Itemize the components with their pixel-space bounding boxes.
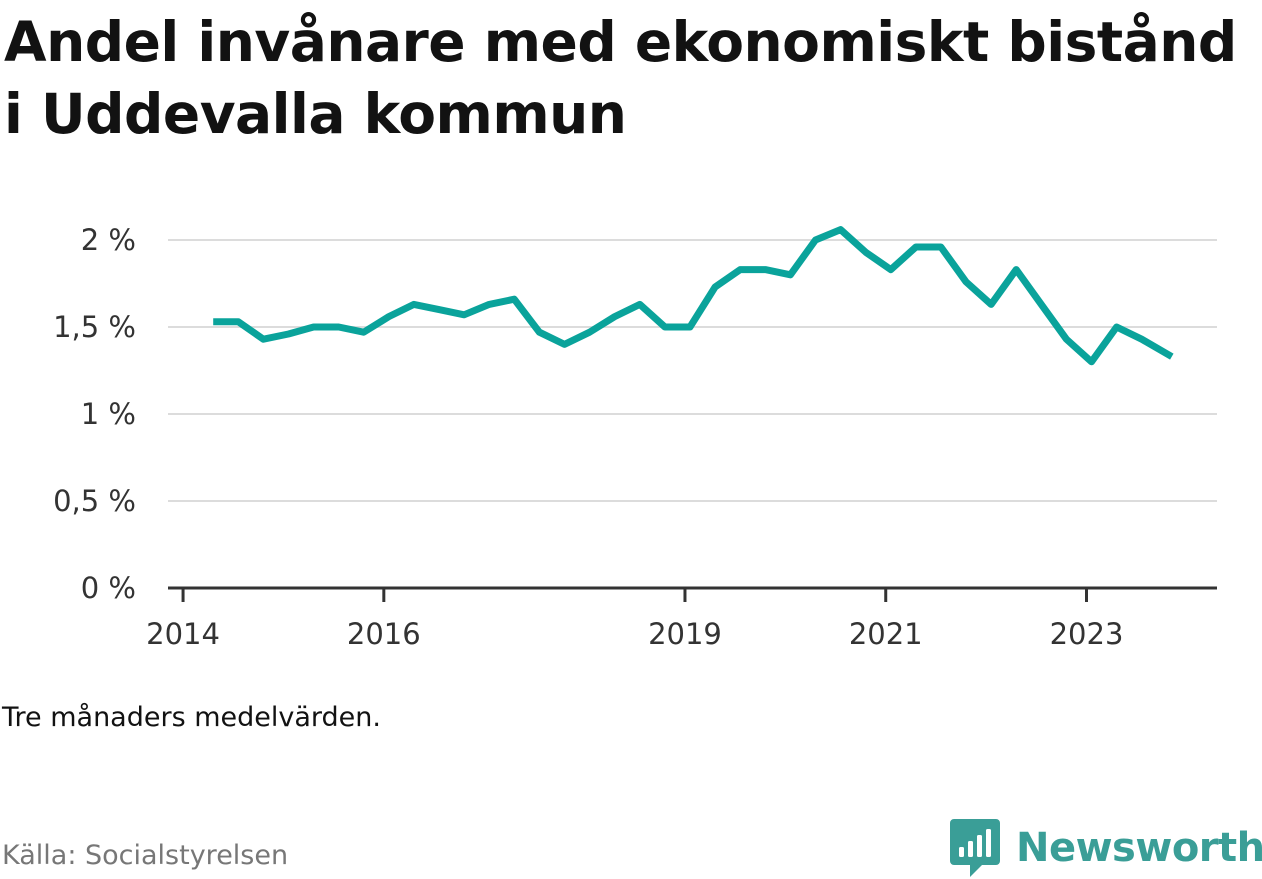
brand-logo: Newsworthy (950, 818, 1262, 878)
y-tick-label: 2 % (81, 223, 136, 257)
series-line (213, 226, 1174, 366)
chart-title: Andel invånare med ekonomiskt bistånd i … (4, 10, 1237, 146)
source-text: Källa: Socialstyrelsen (2, 840, 289, 871)
brand-name: Newsworthy (1016, 825, 1262, 871)
x-tick-label: 2019 (648, 617, 722, 651)
y-tick-label: 1,5 % (53, 310, 136, 344)
grid-lines (168, 239, 1217, 502)
y-tick-label: 0,5 % (53, 484, 136, 518)
x-tick-label: 2023 (1050, 617, 1124, 651)
y-axis-tick-labels: 0 % 0,5 % 1 % 1,5 % 2 % (53, 223, 136, 605)
newsworthy-logo-icon (950, 819, 1000, 877)
series-layer (213, 226, 1174, 366)
y-tick-label: 0 % (81, 571, 136, 605)
y-tick-label: 1 % (81, 397, 136, 431)
x-tick-label: 2016 (347, 617, 421, 651)
x-tick-label: 2021 (849, 617, 923, 651)
x-tick-label: 2014 (146, 617, 220, 651)
x-axis: 2014 2016 2019 2021 2023 (146, 586, 1217, 651)
chart-note: Tre månaders medelvärden. (2, 702, 381, 733)
